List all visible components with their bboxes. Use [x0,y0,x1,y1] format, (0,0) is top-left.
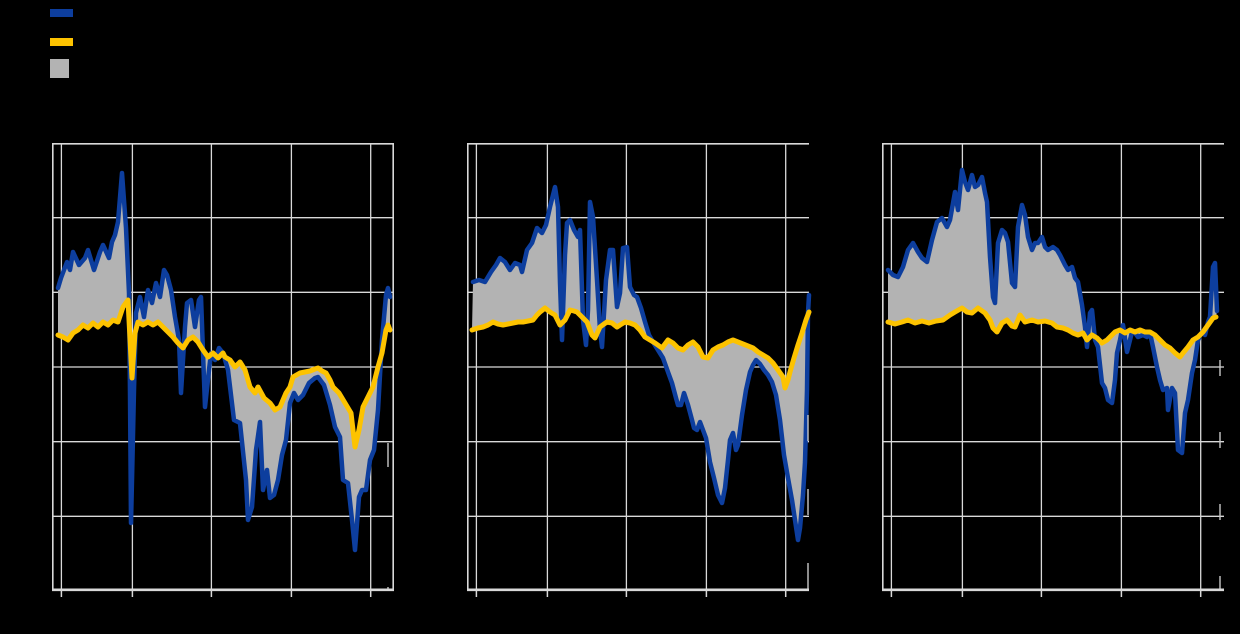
legend-swatch-blue-line [50,9,73,17]
fill-between-area [472,187,809,540]
panel-2-plot [467,143,812,597]
legend-swatch-gray-fill [50,59,69,78]
fill-between-area [888,170,1217,453]
yellow-series-line [885,305,1219,360]
panel-1 [52,143,395,601]
blue-series-line [55,170,393,553]
panel-2 [467,143,812,601]
blue-series-line [470,184,812,543]
panel-1-plot [52,143,395,597]
legend-swatch-yellow-line [50,38,73,46]
yellow-series-line [55,297,393,450]
yellow-series-line [469,305,812,391]
blue-series-line [885,167,1220,456]
panel-3 [882,143,1224,601]
panel-3-plot [882,143,1224,597]
